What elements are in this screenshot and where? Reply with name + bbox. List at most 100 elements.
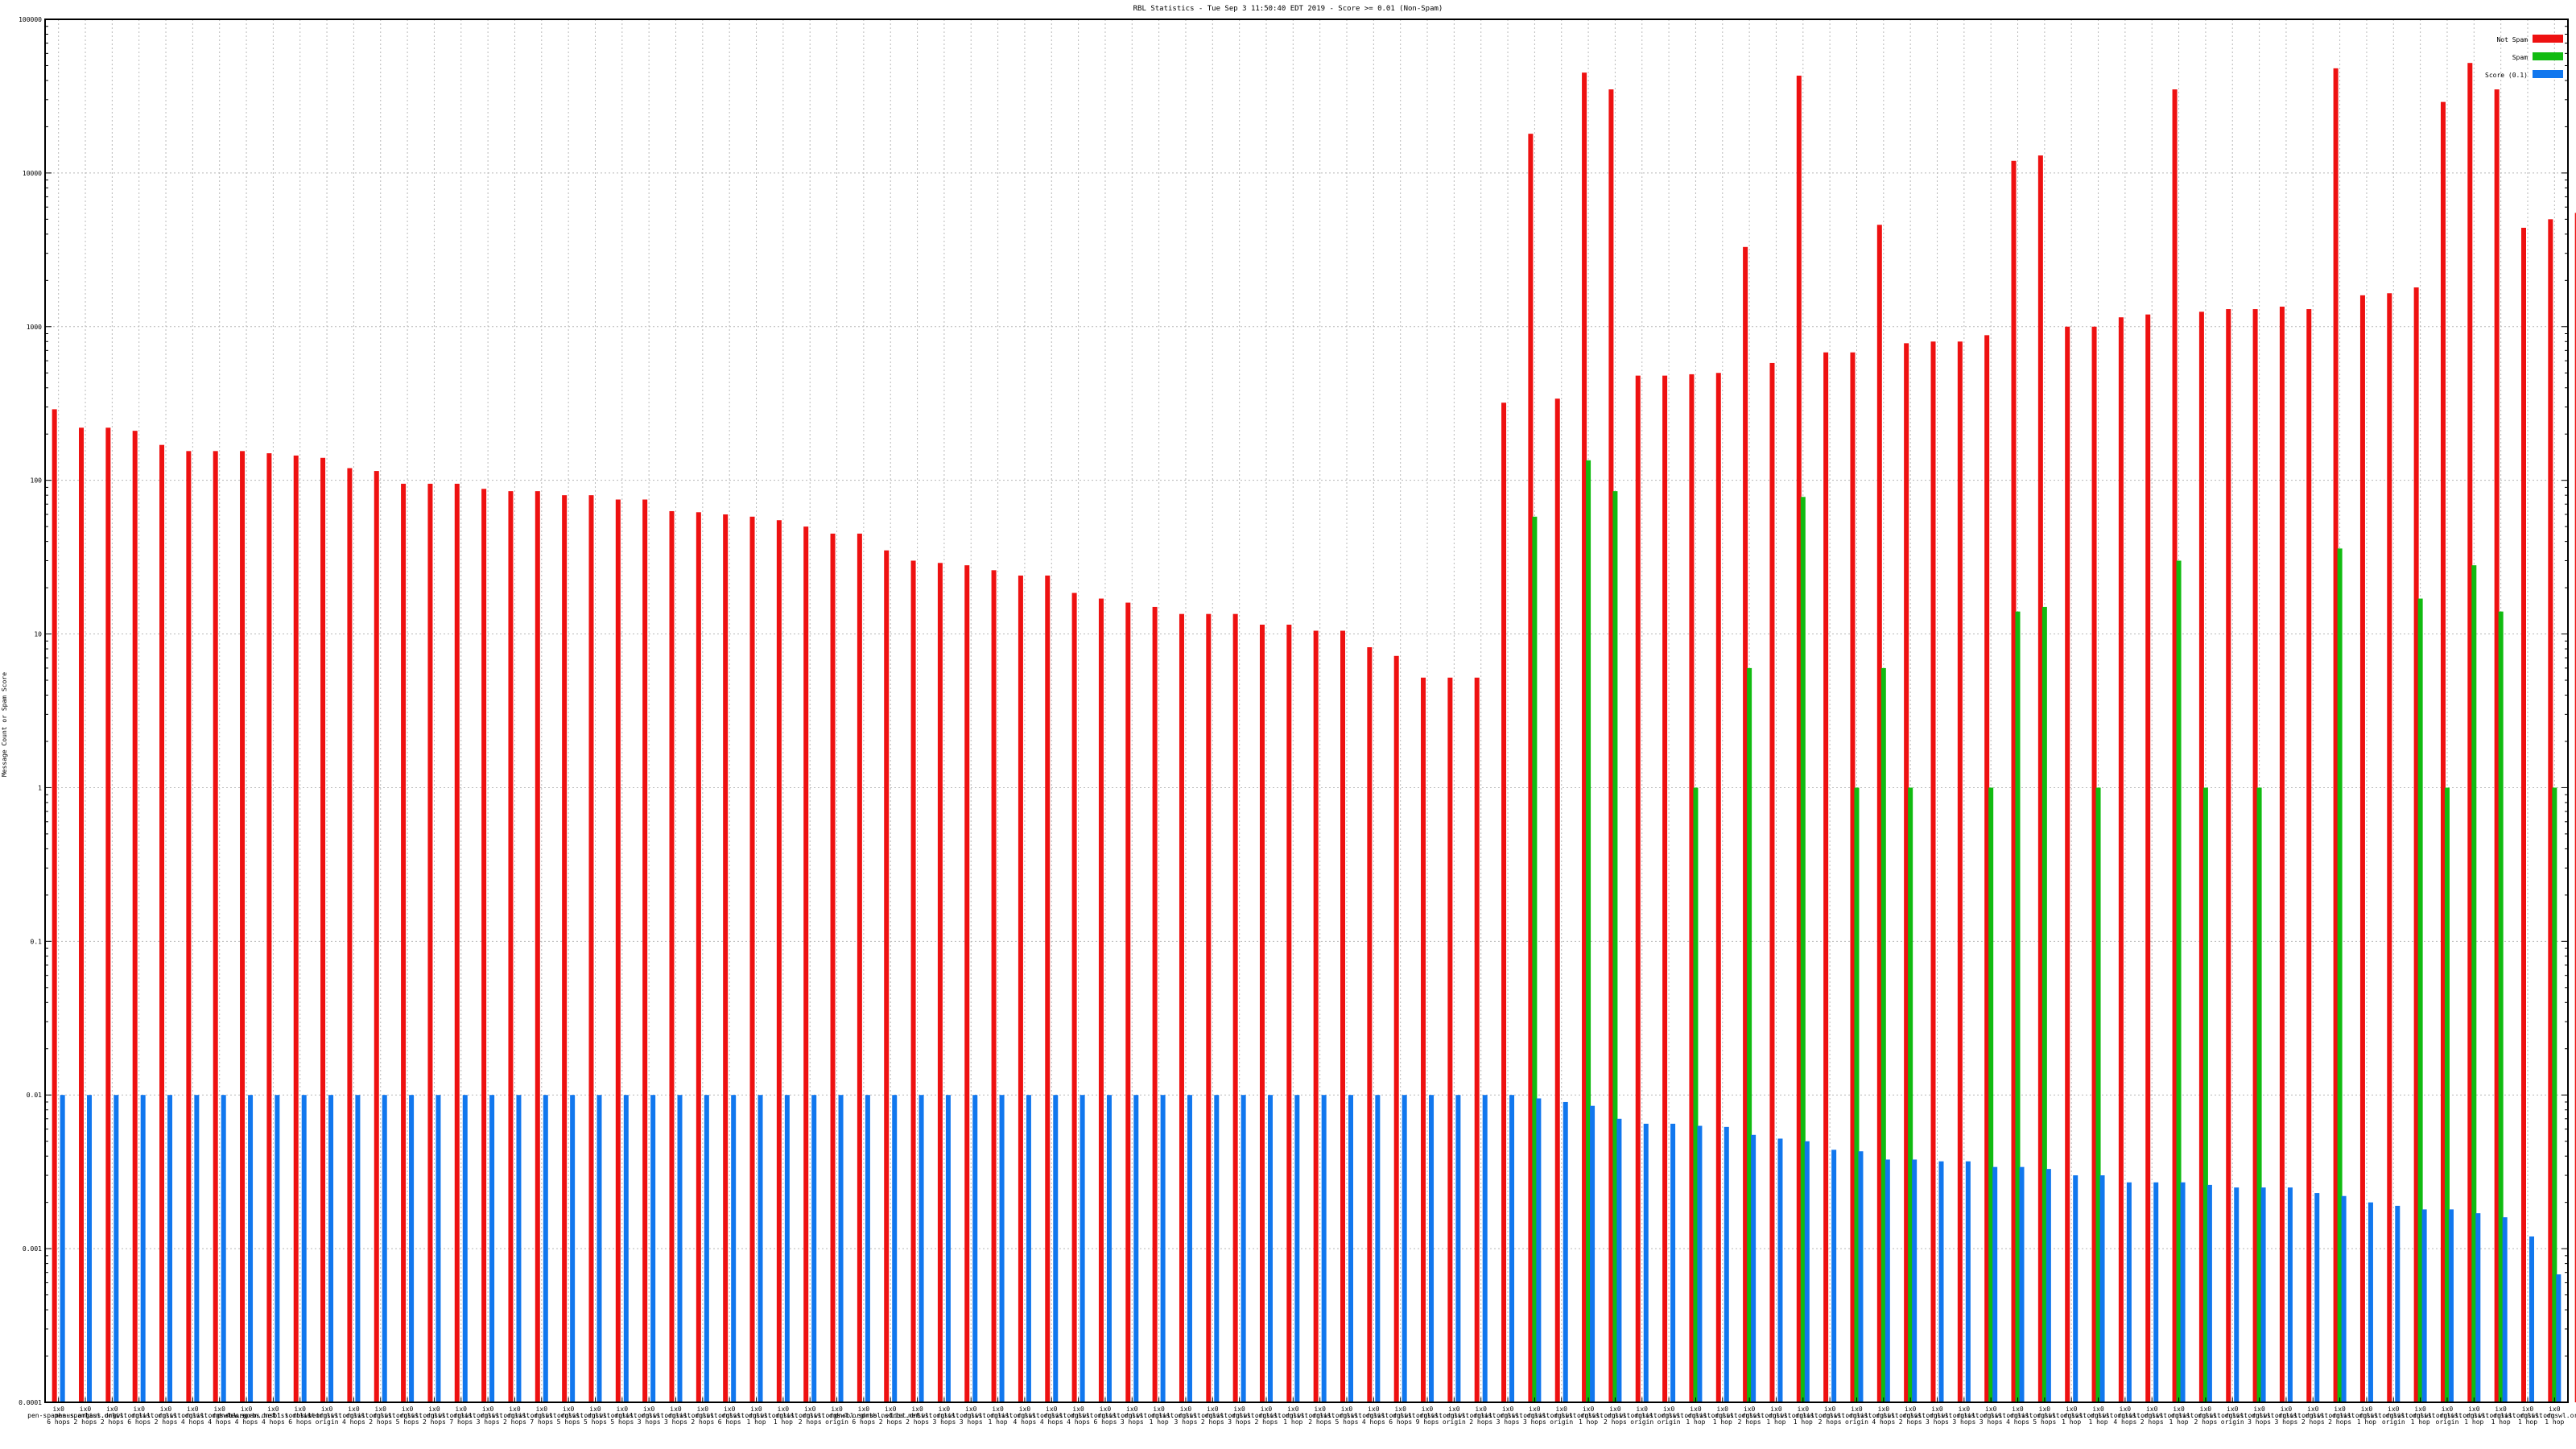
bar-score: [1106, 1095, 1112, 1402]
bar-score: [1402, 1095, 1407, 1402]
bar-not-spam: [1259, 624, 1265, 1402]
bar-score: [704, 1095, 709, 1402]
x-tick-label: ix0 list.dnswl.org 4 hops: [166, 1406, 221, 1426]
y-tick-label: 10000: [23, 170, 42, 177]
bar-not-spam: [1876, 225, 1882, 1403]
bar-score: [2153, 1182, 2159, 1402]
bar-not-spam: [1904, 343, 1909, 1402]
x-tick-label: ix0 dnsbl.sorbs.net 4 hops: [217, 1406, 275, 1426]
bar-score: [516, 1095, 522, 1402]
bar-score: [1965, 1161, 1971, 1402]
bar-score: [1590, 1105, 1596, 1402]
bar-score: [1455, 1095, 1461, 1402]
bar-score: [1697, 1125, 1703, 1402]
bar-not-spam: [2145, 314, 2151, 1402]
bar-not-spam: [2548, 219, 2553, 1402]
bar-score: [1563, 1101, 1568, 1402]
bar-not-spam: [830, 533, 836, 1403]
bar-not-spam: [1421, 677, 1426, 1402]
bar-score: [1053, 1095, 1059, 1402]
bar-not-spam: [2065, 326, 2070, 1402]
bar-spam: [2337, 548, 2343, 1403]
x-tick-label: ix0 list.dnswl.org 3 hops: [1105, 1406, 1160, 1426]
x-tick-label: ix0 list.dnswl.org 9 hops: [1400, 1406, 1455, 1426]
bar-score: [758, 1095, 763, 1402]
bar-not-spam: [1206, 613, 1212, 1402]
bar-not-spam: [1715, 373, 1721, 1402]
bar-score: [1348, 1095, 1354, 1402]
bar-not-spam: [937, 563, 943, 1402]
bar-not-spam: [2574, 213, 2576, 1402]
bar-spam: [2095, 787, 2101, 1402]
bar-score: [677, 1095, 683, 1402]
bar-not-spam: [1796, 75, 1802, 1402]
x-tick-label: ix0 list.dnswl.org 3 hops: [917, 1406, 972, 1426]
bar-score: [2475, 1213, 2481, 1402]
bar-not-spam: [1554, 398, 1560, 1402]
bar-not-spam: [1125, 602, 1131, 1402]
bar-not-spam: [2226, 309, 2231, 1403]
x-tick-label: ix0 list.dnswl.org 3 hops: [621, 1406, 676, 1426]
bar-spam: [2444, 787, 2450, 1402]
bar-score: [328, 1095, 334, 1402]
x-tick-label: ix0 list.dnswl.org 2 hops: [1454, 1406, 1509, 1426]
x-tick-label: ix0 list.dnswl.org 2 hops: [85, 1406, 140, 1426]
bar-not-spam: [1635, 375, 1641, 1403]
x-tick-label: ix0 list.dnswl.org 4 hops: [997, 1406, 1052, 1426]
bar-score: [355, 1095, 361, 1402]
bar-spam: [2417, 598, 2423, 1402]
bar-score: [114, 1095, 119, 1402]
bar-score: [2046, 1169, 2051, 1402]
bar-score: [1080, 1095, 1085, 1402]
bar-not-spam: [481, 489, 487, 1402]
bar-score: [2448, 1209, 2454, 1402]
bar-spam: [1532, 516, 1538, 1402]
x-tick-label: ix0 list.dnswl.org 2 hops: [2125, 1406, 2180, 1426]
bar-not-spam: [1098, 598, 1104, 1402]
bar-not-spam: [1313, 630, 1319, 1402]
bar-score: [2395, 1205, 2401, 1402]
bar-not-spam: [2467, 63, 2473, 1403]
bar-score: [1885, 1159, 1890, 1402]
x-tick-label: ix0 list.dnswl.org origin: [2367, 1406, 2421, 1426]
bar-score: [60, 1095, 65, 1402]
bar-not-spam: [105, 427, 111, 1402]
x-tick-label: ix0 list.dnswl.org 3 hops: [944, 1406, 999, 1426]
bar-not-spam: [2252, 309, 2258, 1403]
bar-score: [2556, 1274, 2562, 1402]
bar-not-spam: [1474, 677, 1480, 1402]
bar-spam: [2041, 606, 2047, 1402]
y-tick-label: 0.1: [31, 938, 43, 945]
bar-not-spam: [320, 457, 326, 1402]
bar-not-spam: [562, 495, 568, 1402]
legend-label: Score (0.1): [2485, 72, 2528, 79]
bar-not-spam: [749, 516, 755, 1402]
bar-score: [1643, 1123, 1649, 1402]
bar-score: [623, 1095, 629, 1402]
bar-score: [2019, 1166, 2025, 1402]
bar-score: [382, 1095, 387, 1402]
bar-not-spam: [1957, 341, 1963, 1402]
bar-not-spam: [159, 444, 165, 1402]
bar-not-spam: [696, 512, 701, 1402]
y-tick-label: 10: [34, 631, 42, 638]
bar-score: [1670, 1123, 1676, 1402]
bar-not-spam: [1232, 613, 1238, 1402]
chart-title: RBL Statistics - Tue Sep 3 11:50:40 EDT …: [1133, 5, 1443, 13]
bar-score: [462, 1095, 468, 1402]
bar-not-spam: [642, 499, 648, 1402]
x-tick-label: ix0 list.dnswl.org 5 hops: [595, 1406, 650, 1426]
bar-not-spam: [991, 570, 997, 1402]
x-tick-label: ix0 list.dnswl.org origin: [1830, 1406, 1885, 1426]
y-tick-label: 1000: [27, 324, 42, 331]
bar-not-spam: [347, 468, 353, 1403]
bar-not-spam: [776, 520, 782, 1402]
bar-not-spam: [857, 533, 862, 1403]
